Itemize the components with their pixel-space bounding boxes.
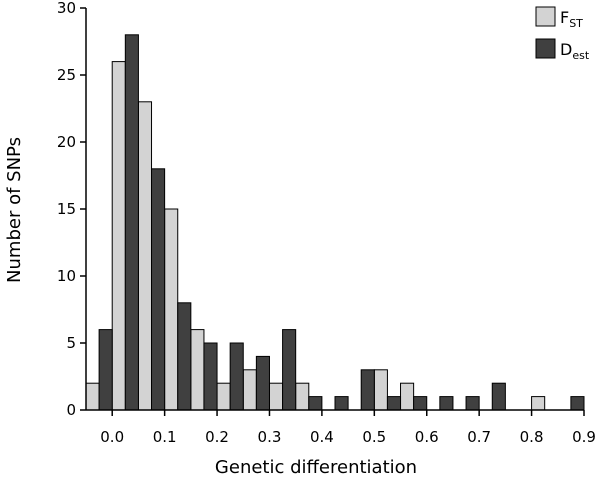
bar-dest-11 bbox=[386, 396, 402, 411]
x-tick-label-0.6: 0.6 bbox=[415, 428, 439, 446]
bar-dest-1 bbox=[124, 34, 139, 411]
svg-text:FST: FST bbox=[560, 8, 583, 30]
bar-fst-6 bbox=[242, 369, 257, 411]
bar-dest-5 bbox=[229, 342, 244, 411]
y-tick-label-30: 30 bbox=[57, 0, 76, 17]
bars-group bbox=[85, 34, 585, 411]
x-tick-label-0.7: 0.7 bbox=[467, 428, 491, 446]
bar-fst-17 bbox=[531, 396, 546, 411]
x-axis-ticks: 0.00.10.20.30.40.50.60.70.80.91.0 bbox=[100, 410, 596, 446]
legend-label-dest-sub: est bbox=[572, 49, 589, 62]
svg-text:Dest: Dest bbox=[560, 40, 590, 62]
bar-fst-11 bbox=[373, 369, 388, 411]
bar-dest-6 bbox=[255, 355, 270, 411]
legend-item-fst: FST bbox=[535, 6, 583, 30]
bar-fst-1 bbox=[111, 61, 126, 411]
bar-dest-10 bbox=[360, 369, 375, 411]
legend-swatch-dest bbox=[535, 38, 556, 59]
x-tick-label-0.9: 0.9 bbox=[572, 428, 596, 446]
bar-fst-5 bbox=[216, 382, 231, 411]
bar-dest-4 bbox=[203, 342, 218, 411]
x-tick-label-0.2: 0.2 bbox=[205, 428, 229, 446]
bar-dest-9 bbox=[334, 396, 349, 411]
x-tick-label-0.1: 0.1 bbox=[153, 428, 177, 446]
legend-label-dest: D bbox=[560, 40, 572, 59]
bar-dest-14 bbox=[465, 396, 480, 411]
y-tick-label-0: 0 bbox=[66, 401, 76, 419]
bar-dest-12 bbox=[413, 396, 428, 411]
x-tick-label-0.4: 0.4 bbox=[310, 428, 334, 446]
y-axis-title: Number of SNPs bbox=[4, 137, 25, 283]
legend-item-dest: Dest bbox=[535, 38, 590, 62]
y-tick-label-5: 5 bbox=[66, 334, 76, 352]
bar-fst-3 bbox=[164, 208, 179, 411]
bar-dest-18 bbox=[570, 396, 585, 411]
y-tick-label-10: 10 bbox=[57, 267, 76, 285]
bar-fst-8 bbox=[295, 382, 310, 411]
bar-fst-12 bbox=[400, 382, 415, 411]
y-tick-label-15: 15 bbox=[57, 200, 76, 218]
x-tick-label-0.3: 0.3 bbox=[258, 428, 282, 446]
bar-fst-7 bbox=[268, 382, 284, 411]
bar-dest-2 bbox=[151, 168, 166, 411]
y-axis-ticks: 0 5 10 15 20 25 30 bbox=[57, 0, 86, 419]
bar-dest-0 bbox=[98, 329, 113, 411]
x-axis-title: Genetic differentiation bbox=[215, 457, 417, 478]
bar-dest-15 bbox=[491, 382, 506, 411]
bar-dest-3 bbox=[177, 302, 192, 411]
y-tick-label-25: 25 bbox=[57, 66, 76, 84]
x-tick-label-0.8: 0.8 bbox=[520, 428, 544, 446]
legend: FST Dest bbox=[535, 6, 590, 62]
bar-fst-2 bbox=[137, 101, 153, 411]
legend-label-fst: F bbox=[560, 8, 569, 27]
bar-dest-8 bbox=[308, 396, 323, 411]
legend-label-fst-sub: ST bbox=[569, 17, 583, 30]
legend-swatch-fst bbox=[535, 6, 556, 27]
bar-dest-7 bbox=[282, 329, 297, 411]
bar-dest-13 bbox=[439, 396, 454, 411]
bar-fst-4 bbox=[190, 329, 205, 411]
bar-fst-0 bbox=[85, 382, 100, 411]
y-tick-label-20: 20 bbox=[57, 133, 76, 151]
x-tick-label-0.0: 0.0 bbox=[100, 428, 124, 446]
x-tick-label-0.5: 0.5 bbox=[362, 428, 386, 446]
